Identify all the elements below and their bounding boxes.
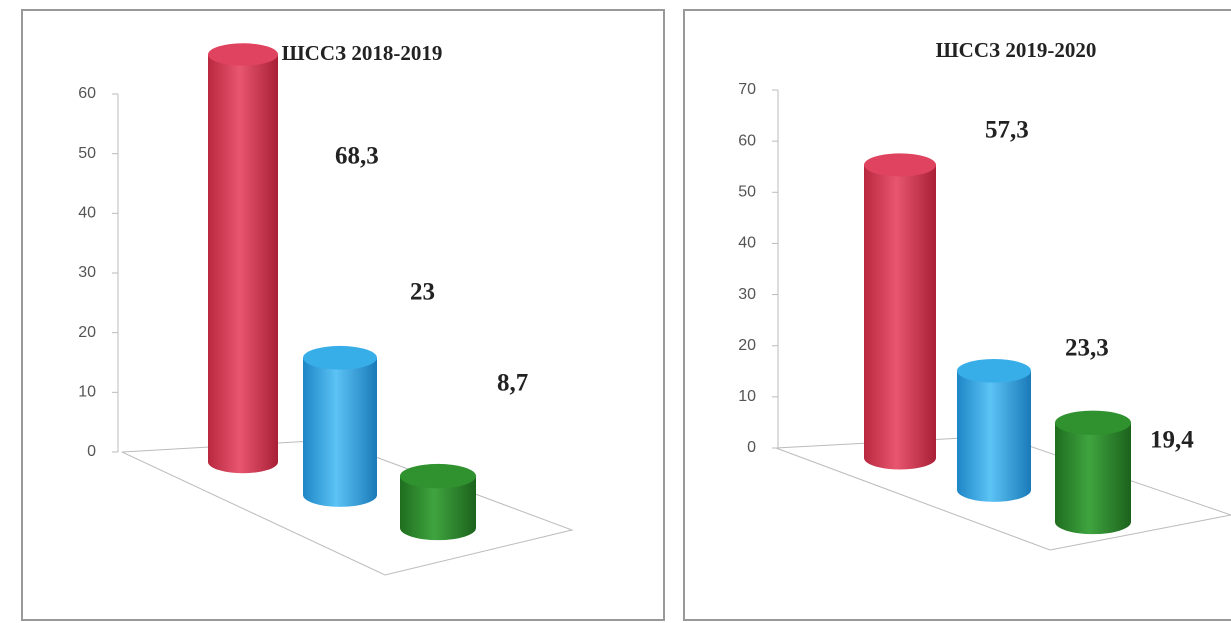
y-tick-label: 50	[738, 184, 756, 201]
bar-top	[400, 463, 476, 489]
data-label: 57,3	[985, 117, 1029, 144]
y-tick-label: 60	[738, 132, 756, 149]
chart-title: ШССЗ 2018-2019	[282, 41, 443, 65]
data-label: 19,4	[1150, 427, 1194, 454]
bar	[303, 357, 377, 495]
y-tick-label: 0	[747, 439, 756, 456]
data-label: 68,3	[335, 143, 379, 170]
y-tick-label: 20	[738, 337, 756, 354]
bar-top	[957, 358, 1031, 383]
data-label: 8,7	[497, 370, 528, 397]
bar	[957, 370, 1031, 490]
y-tick-label: 70	[738, 81, 756, 98]
y-tick-label: 40	[738, 235, 756, 252]
chart-title: ШССЗ 2019-2020	[936, 38, 1097, 62]
data-label: 23,3	[1065, 335, 1109, 362]
bar	[208, 54, 278, 463]
y-tick-label: 50	[78, 145, 96, 162]
y-tick-label: 30	[78, 264, 96, 281]
bar-top	[1055, 410, 1131, 435]
y-tick-label: 40	[78, 205, 96, 222]
y-tick-label: 20	[78, 324, 96, 341]
y-tick-label: 30	[738, 286, 756, 303]
y-tick-label: 10	[738, 388, 756, 405]
y-tick-label: 10	[78, 384, 96, 401]
bar	[1055, 422, 1131, 522]
y-tick-label: 0	[87, 443, 96, 460]
bar-top	[208, 43, 278, 66]
bar-top	[864, 153, 936, 177]
y-tick-label: 60	[78, 85, 96, 102]
bar-top	[303, 345, 377, 370]
bar	[864, 164, 936, 459]
data-label: 23	[410, 279, 435, 306]
